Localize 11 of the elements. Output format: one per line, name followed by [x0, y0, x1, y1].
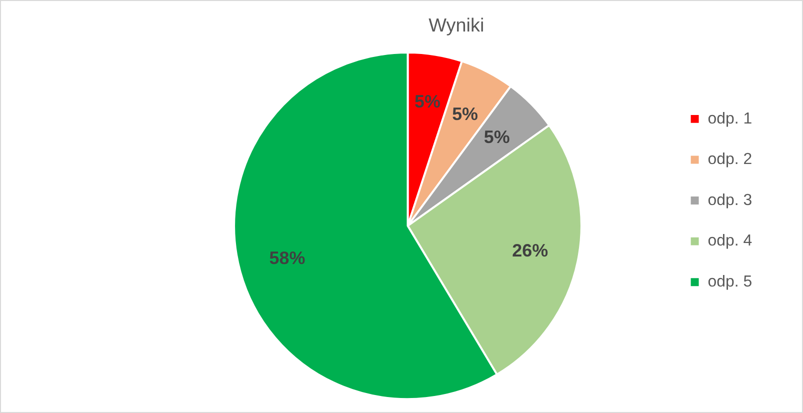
data-label: 58%	[269, 248, 306, 268]
data-label: 26%	[512, 240, 548, 260]
legend-label: odp. 1	[708, 110, 752, 128]
legend-label: odp. 3	[708, 192, 752, 209]
chart-title: Wyniki	[428, 16, 484, 36]
data-label: 5%	[484, 127, 510, 148]
legend-label: odp. 5	[708, 274, 752, 291]
legend-label: odp. 2	[708, 151, 752, 168]
legend-label: odp. 4	[708, 232, 752, 250]
data-label: 5%	[452, 104, 478, 124]
data-label: 5%	[414, 92, 441, 112]
